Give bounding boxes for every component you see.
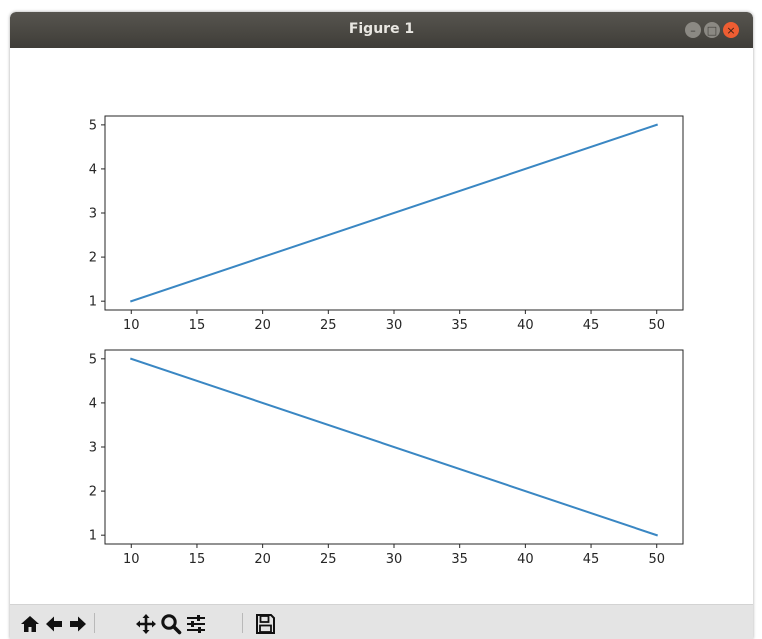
home-button[interactable] [19,611,41,637]
y-tick-label: 3 [89,207,97,222]
toolbar-separator [242,613,243,633]
x-tick-label: 45 [583,552,600,567]
x-tick-label: 10 [123,318,140,333]
x-tick-label: 45 [583,318,600,333]
configure-subplots-icon [187,615,205,633]
x-tick-label: 35 [451,318,468,333]
y-tick-label: 1 [89,295,97,310]
y-tick-label: 5 [89,118,97,133]
x-tick-label: 40 [517,552,534,567]
x-tick-label: 20 [254,318,271,333]
x-tick-label: 15 [189,318,206,333]
series-line [130,123,658,303]
close-icon: × [726,23,736,37]
x-tick-label: 25 [320,318,337,333]
x-tick-label: 25 [320,552,337,567]
x-tick-label: 50 [648,552,665,567]
zoom-icon [161,614,182,635]
zoom-button[interactable] [160,611,182,637]
back-arrow-icon [46,616,62,632]
maximize-button[interactable]: □ [704,22,720,38]
y-tick-label: 4 [89,162,97,177]
figure-canvas[interactable]: 10 15 20 25 30 35 40 45 50 1 2 3 4 5 10 15 20 25 30 35 40 45 5… [10,48,753,604]
back-button[interactable] [43,611,65,637]
series-line [130,357,658,537]
minimize-icon: – [690,23,696,37]
maximize-icon: □ [706,23,718,37]
pan-icon [136,614,156,634]
y-tick-label: 5 [89,352,97,367]
x-tick-label: 15 [189,552,206,567]
home-icon [21,616,39,632]
figure-window: Figure 1 – □ × 10 15 20 25 30 35 40 45 50 1 2 3 4 5 10… [10,12,753,639]
y-tick-label: 2 [89,251,97,266]
x-tick-label: 50 [648,318,665,333]
x-tick-label: 35 [451,552,468,567]
y-tick-label: 2 [89,485,97,500]
minimize-button[interactable]: – [685,22,701,38]
x-tick-label: 40 [517,318,534,333]
toolbar-separator [94,613,95,633]
forward-arrow-icon [70,616,86,632]
y-tick-label: 1 [89,529,97,544]
title-bar[interactable]: Figure 1 – □ × [10,12,753,48]
save-button[interactable] [254,611,276,637]
x-tick-label: 30 [386,552,403,567]
x-tick-label: 30 [386,318,403,333]
navigation-toolbar [10,604,753,639]
configure-subplots-button[interactable] [185,611,207,637]
window-title: Figure 1 [348,21,415,37]
close-button[interactable]: × [723,22,739,38]
save-icon [256,614,275,634]
forward-button[interactable] [67,611,89,637]
pan-button[interactable] [135,611,157,637]
y-tick-label: 3 [89,441,97,456]
x-tick-label: 10 [123,552,140,567]
y-tick-label: 4 [89,396,97,411]
x-tick-label: 20 [254,552,271,567]
